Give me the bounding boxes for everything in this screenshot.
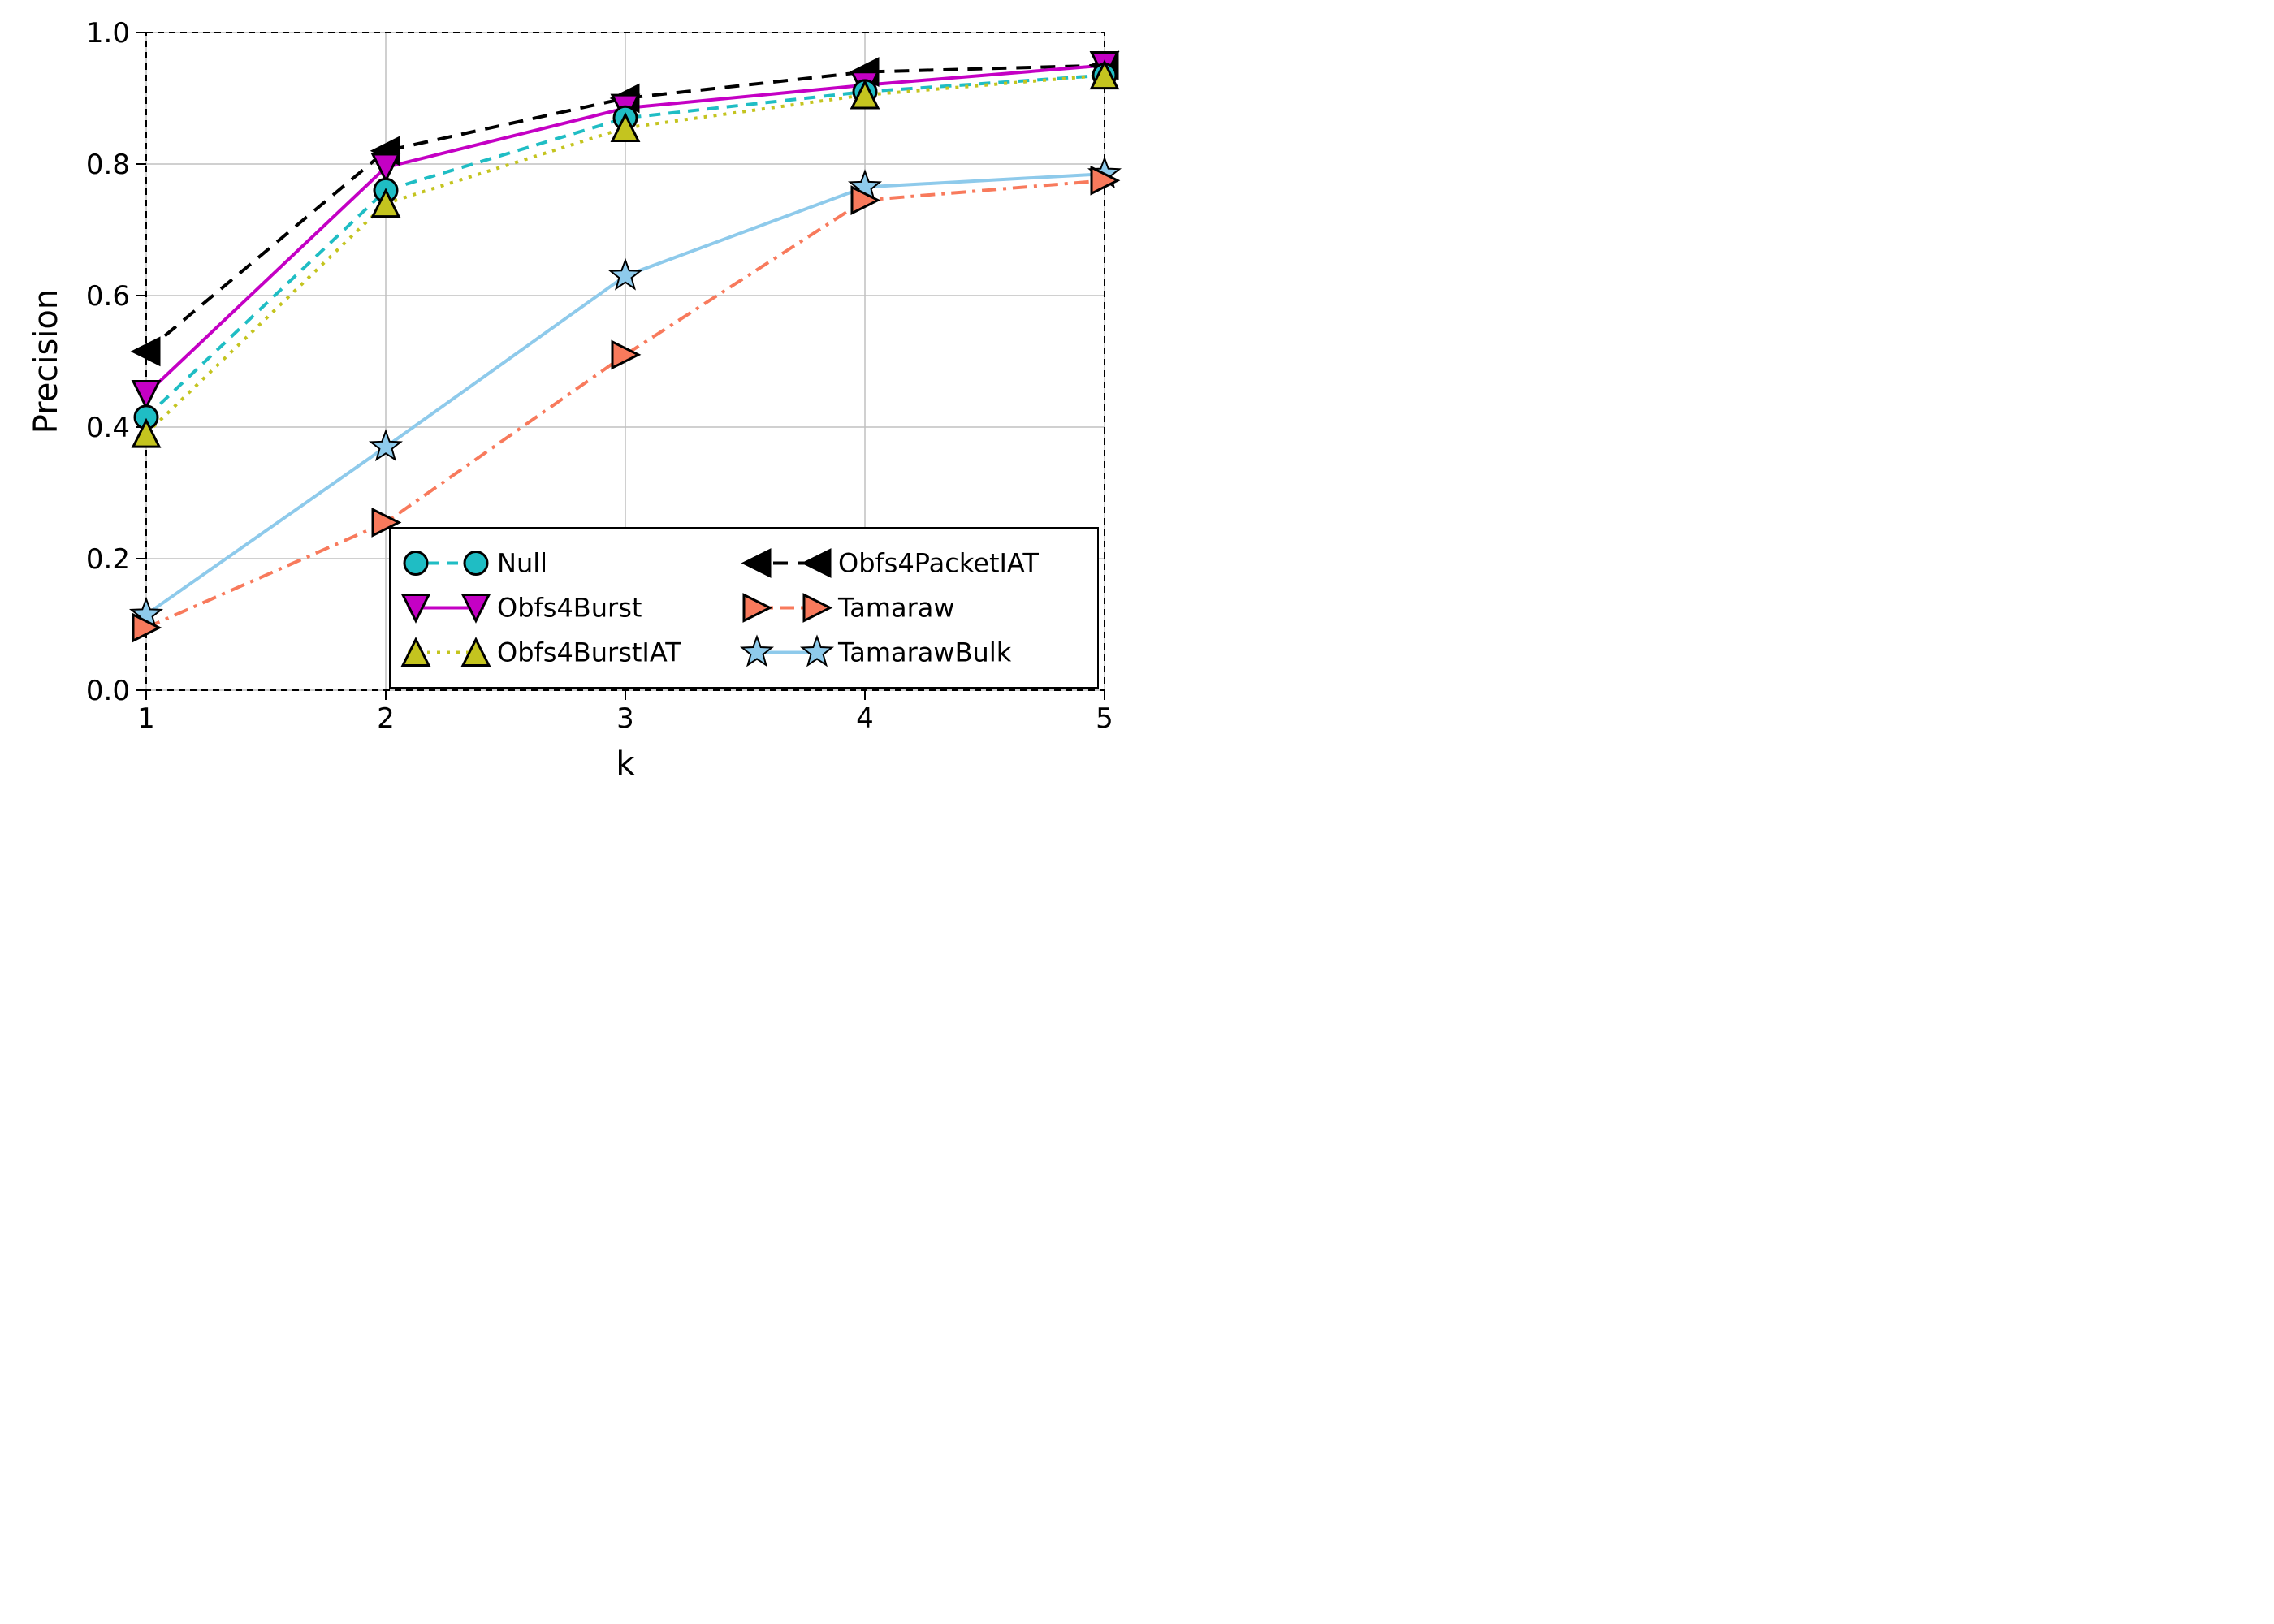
y-axis-label: Precision — [28, 289, 65, 434]
svg-text:1.0: 1.0 — [86, 17, 130, 50]
legend-label-Obfs4PacketIAT: Obfs4PacketIAT — [838, 548, 1039, 579]
legend-label-TamarawBulk: TamarawBulk — [837, 637, 1012, 668]
svg-text:2: 2 — [377, 702, 395, 735]
svg-text:0.2: 0.2 — [86, 543, 130, 576]
svg-text:0.6: 0.6 — [86, 280, 130, 313]
legend-label-Obfs4BurstIAT: Obfs4BurstIAT — [497, 637, 681, 668]
legend-label-Obfs4Burst: Obfs4Burst — [497, 593, 642, 624]
svg-text:5: 5 — [1096, 702, 1113, 735]
svg-text:0.4: 0.4 — [86, 412, 130, 444]
svg-text:3: 3 — [616, 702, 634, 735]
svg-text:0.0: 0.0 — [86, 675, 130, 707]
legend-label-Tamaraw: Tamaraw — [837, 593, 955, 624]
x-axis-label: k — [616, 745, 635, 783]
legend: Null Obfs4Burst Obfs4BurstIAT Obfs4PacketIA… — [390, 528, 1098, 688]
svg-text:0.8: 0.8 — [86, 149, 130, 181]
legend-label-Null: Null — [497, 548, 547, 579]
svg-text:1: 1 — [137, 702, 155, 735]
precision-chart: 1 2 3 4 5 0.0 0.2 0.4 0.6 0.8 1.0 k Precision Null Obf… — [0, 0, 1137, 812]
chart-svg: 1 2 3 4 5 0.0 0.2 0.4 0.6 0.8 1.0 k Precision Null Obf… — [0, 0, 1137, 812]
svg-text:4: 4 — [856, 702, 874, 735]
